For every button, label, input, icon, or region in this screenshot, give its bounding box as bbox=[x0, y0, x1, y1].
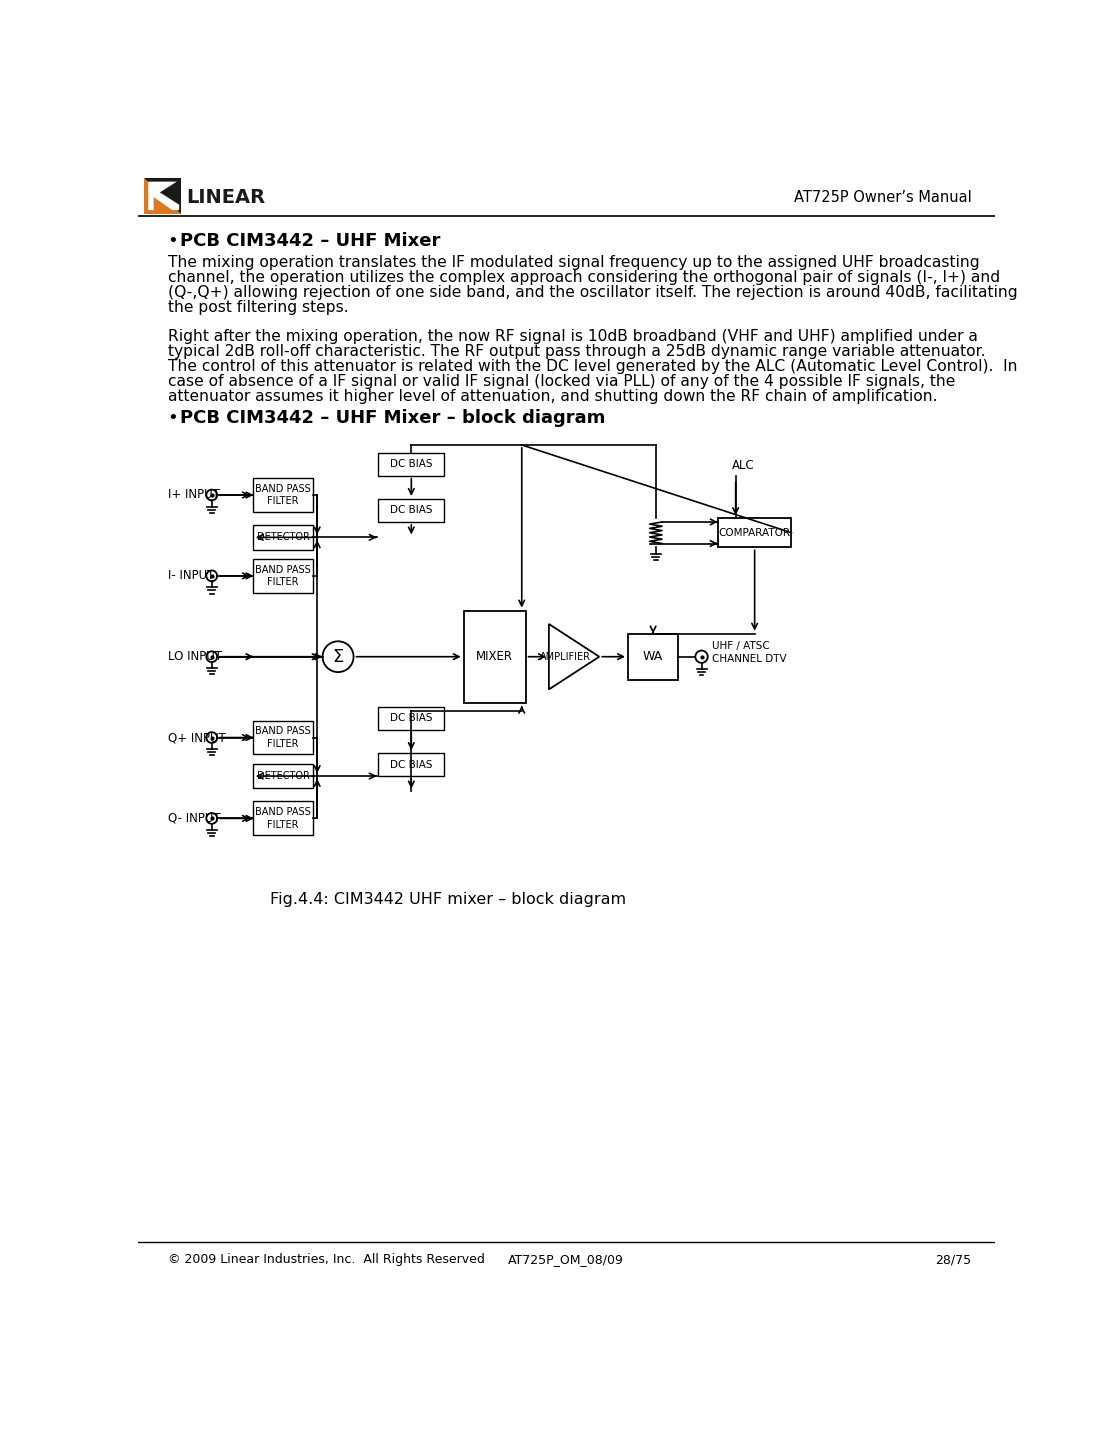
FancyBboxPatch shape bbox=[718, 518, 791, 548]
Text: attenuator assumes it higher level of attenuation, and shutting down the RF chai: attenuator assumes it higher level of at… bbox=[168, 389, 937, 403]
Polygon shape bbox=[145, 177, 181, 214]
Text: PCB CIM3442 – UHF Mixer: PCB CIM3442 – UHF Mixer bbox=[180, 232, 441, 250]
Text: LINEAR: LINEAR bbox=[186, 187, 265, 206]
Text: AT725P Owner’s Manual: AT725P Owner’s Manual bbox=[793, 190, 971, 204]
Text: DC BIAS: DC BIAS bbox=[390, 759, 432, 769]
Text: UHF / ATSC
CHANNEL DTV: UHF / ATSC CHANNEL DTV bbox=[713, 641, 787, 665]
Text: © 2009 Linear Industries, Inc.  All Rights Reserved: © 2009 Linear Industries, Inc. All Right… bbox=[168, 1254, 484, 1267]
FancyBboxPatch shape bbox=[378, 706, 444, 729]
Text: I- INPUT: I- INPUT bbox=[168, 569, 214, 582]
Text: DC BIAS: DC BIAS bbox=[390, 505, 432, 515]
FancyBboxPatch shape bbox=[378, 453, 444, 476]
FancyBboxPatch shape bbox=[253, 478, 314, 512]
Text: the post filtering steps.: the post filtering steps. bbox=[168, 300, 348, 315]
Text: BAND PASS
FILTER: BAND PASS FILTER bbox=[255, 483, 311, 506]
Text: WA: WA bbox=[643, 651, 663, 664]
Polygon shape bbox=[145, 177, 181, 214]
FancyBboxPatch shape bbox=[378, 499, 444, 522]
Text: PCB CIM3442 – UHF Mixer – block diagram: PCB CIM3442 – UHF Mixer – block diagram bbox=[180, 409, 606, 426]
Text: DC BIAS: DC BIAS bbox=[390, 459, 432, 469]
Text: I+ INPUT: I+ INPUT bbox=[168, 489, 220, 502]
Text: AT725P_OM_08/09: AT725P_OM_08/09 bbox=[508, 1254, 624, 1267]
FancyBboxPatch shape bbox=[464, 611, 526, 704]
FancyBboxPatch shape bbox=[253, 801, 314, 835]
FancyBboxPatch shape bbox=[253, 721, 314, 755]
Text: LO INPUT: LO INPUT bbox=[168, 651, 222, 664]
Text: BAND PASS
FILTER: BAND PASS FILTER bbox=[255, 807, 311, 829]
Text: BAND PASS
FILTER: BAND PASS FILTER bbox=[255, 726, 311, 749]
Text: channel, the operation utilizes the complex approach considering the orthogonal : channel, the operation utilizes the comp… bbox=[168, 270, 1000, 285]
Text: Q+ INPUT: Q+ INPUT bbox=[168, 731, 225, 744]
Text: BAND PASS
FILTER: BAND PASS FILTER bbox=[255, 565, 311, 588]
Text: •: • bbox=[168, 409, 178, 426]
Text: COMPARATOR: COMPARATOR bbox=[718, 528, 791, 538]
Text: The mixing operation translates the IF modulated signal frequency up to the assi: The mixing operation translates the IF m… bbox=[168, 255, 979, 270]
Polygon shape bbox=[549, 623, 599, 689]
Text: Right after the mixing operation, the now RF signal is 10dB broadband (VHF and U: Right after the mixing operation, the no… bbox=[168, 329, 978, 343]
Text: The control of this attenuator is related with the DC level generated by the ALC: The control of this attenuator is relate… bbox=[168, 359, 1017, 373]
FancyBboxPatch shape bbox=[253, 764, 314, 788]
Text: •: • bbox=[168, 232, 178, 250]
Text: MIXER: MIXER bbox=[476, 651, 513, 664]
FancyBboxPatch shape bbox=[253, 559, 314, 593]
FancyBboxPatch shape bbox=[253, 525, 314, 549]
Text: Q- INPUT: Q- INPUT bbox=[168, 812, 220, 825]
Text: DETECTOR: DETECTOR bbox=[256, 771, 309, 781]
Text: Σ: Σ bbox=[333, 648, 344, 666]
Text: ALC: ALC bbox=[732, 459, 755, 472]
Text: (Q-,Q+) allowing rejection of one side band, and the oscillator itself. The reje: (Q-,Q+) allowing rejection of one side b… bbox=[168, 285, 1018, 300]
Text: DETECTOR: DETECTOR bbox=[256, 532, 309, 542]
Polygon shape bbox=[148, 182, 179, 210]
Text: case of absence of a IF signal or valid IF signal (locked via PLL) of any of the: case of absence of a IF signal or valid … bbox=[168, 373, 955, 389]
FancyBboxPatch shape bbox=[628, 633, 678, 679]
Text: 28/75: 28/75 bbox=[935, 1254, 971, 1267]
Text: Fig.4.4: CIM3442 UHF mixer – block diagram: Fig.4.4: CIM3442 UHF mixer – block diagr… bbox=[270, 891, 627, 907]
FancyBboxPatch shape bbox=[378, 754, 444, 776]
Text: AMPLIFIER: AMPLIFIER bbox=[540, 652, 591, 662]
Text: DC BIAS: DC BIAS bbox=[390, 714, 432, 724]
Text: typical 2dB roll-off characteristic. The RF output pass through a 25dB dynamic r: typical 2dB roll-off characteristic. The… bbox=[168, 343, 985, 359]
